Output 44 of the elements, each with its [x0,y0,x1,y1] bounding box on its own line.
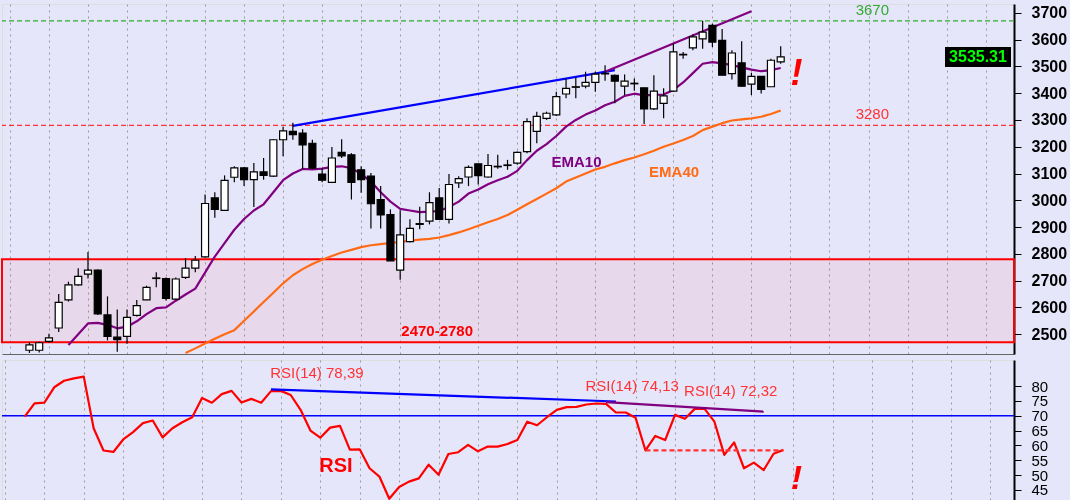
y-tick-label: 2800 [1031,245,1068,263]
data-label: RSI(14) 78,39 [270,363,364,381]
candlestick [640,87,649,125]
y-tick-label: 80 [1031,377,1049,395]
y-tick-label: 55 [1031,451,1049,469]
y-tick-label: 3700 [1031,4,1068,22]
candlestick [171,276,180,301]
y-tick-label: 50 [1031,466,1049,484]
text: 3535.31 [949,47,1008,65]
y-tick-label: 3100 [1031,165,1068,183]
y-tick-label: 3300 [1031,111,1068,129]
y-tick-label: 2700 [1031,272,1068,290]
candlestick [83,251,93,280]
line-series [184,109,782,354]
y-tick-label: 70 [1031,407,1049,425]
band-label: 2470-2780 [401,322,474,340]
y-tick-label: 45 [1031,481,1049,499]
annotation: RSI [319,454,353,477]
candlestick [122,308,132,345]
y-tick-label: 3600 [1031,31,1068,49]
text: ! [790,52,803,93]
candlestick [161,276,171,302]
y-tick-label: 2900 [1031,218,1068,236]
candlestick [561,77,571,99]
y-tick-label: 3500 [1031,57,1068,75]
candlestick [239,166,249,187]
y-tick-label: 2500 [1031,325,1068,343]
candlestick [405,218,415,244]
y-tick-label: 2600 [1031,298,1068,316]
candlestick [600,64,610,82]
text: ! [790,458,803,496]
y-tick-label: 3200 [1031,138,1068,156]
y-tick-label: 3400 [1031,84,1068,102]
data-label: RSI(14) 72,32 [684,381,778,399]
ref-line-label: 3280 [855,105,890,123]
ref-line-label: 3670 [855,0,890,18]
candlestick [483,153,493,179]
series-label: EMA10 [551,153,602,171]
y-tick-label: 3000 [1031,191,1068,209]
data-label: RSI(14) 74,13 [585,376,679,394]
y-tick-label: 75 [1031,392,1049,410]
candlestick [415,206,424,230]
series-label: EMA40 [649,163,700,181]
candlestick [727,49,737,81]
